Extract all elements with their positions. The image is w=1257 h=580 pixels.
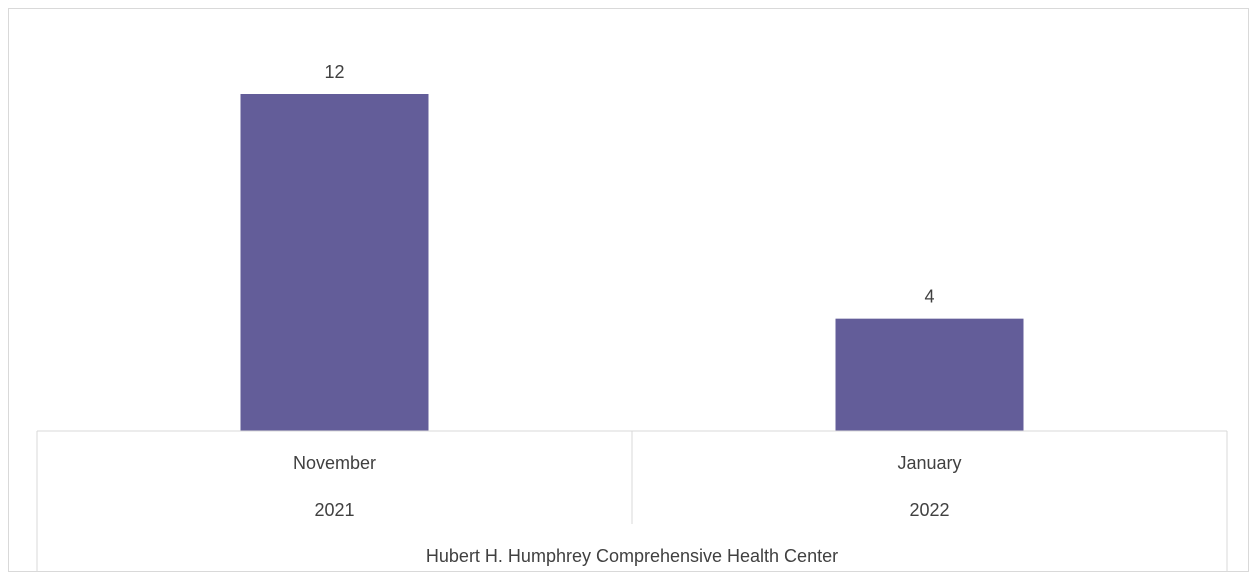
tick-label-year-1: 2022	[909, 500, 949, 520]
category-axis	[36, 430, 1228, 572]
bar-january	[835, 318, 1024, 431]
bar-november	[240, 94, 429, 431]
data-label-january: 4	[924, 287, 934, 307]
tick-label-month-0: November	[293, 453, 376, 473]
data-labels-group: 12 4	[324, 62, 934, 307]
bars-group	[240, 94, 1024, 431]
tick-label-group: Hubert H. Humphrey Comprehensive Health …	[426, 546, 838, 566]
category-axis-labels: November 2021 January 2022 Hubert H. Humphre…	[293, 453, 962, 566]
data-label-november: 12	[324, 62, 344, 82]
tick-label-year-0: 2021	[314, 500, 354, 520]
tick-label-month-1: January	[897, 453, 961, 473]
chart-frame	[8, 8, 1249, 572]
